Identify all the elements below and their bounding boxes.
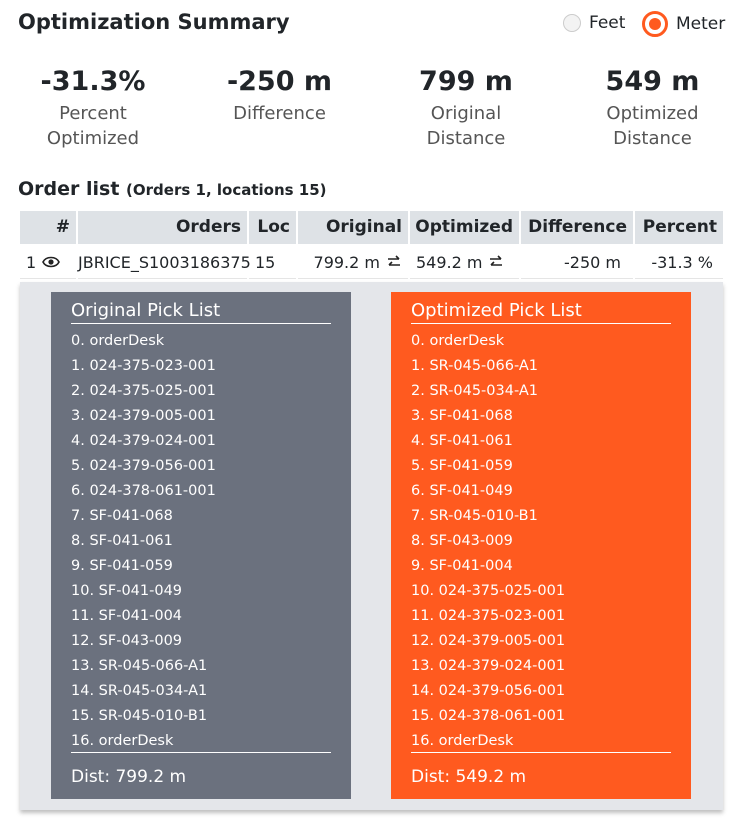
pick-list-item: 14. 024-379-056-001 bbox=[411, 683, 566, 699]
pick-list-distance: Dist: 799.2 m bbox=[71, 752, 331, 787]
pick-list-item: 12. SF-043-009 bbox=[71, 633, 183, 649]
pick-list-item: 2. 024-375-025-001 bbox=[71, 383, 216, 399]
order-list-title: Order list (Orders 1, locations 15) bbox=[18, 178, 327, 200]
unit-meter[interactable]: Meter bbox=[642, 11, 725, 37]
pick-list-item: 10. SF-041-049 bbox=[71, 583, 183, 599]
table-header: Original bbox=[298, 211, 408, 244]
eye-icon[interactable] bbox=[42, 256, 61, 268]
stat-label: Optimized Distance bbox=[606, 103, 699, 149]
pick-list-item: 6. 024-378-061-001 bbox=[71, 483, 216, 499]
pick-list-item: 10. 024-375-025-001 bbox=[411, 583, 566, 599]
stat: -31.3% Percent Optimized bbox=[0, 66, 186, 151]
table-cell: 1 bbox=[20, 246, 76, 279]
subtitle: (Orders 1, locations 15) bbox=[126, 181, 327, 199]
stat-label: Difference bbox=[233, 103, 326, 124]
pick-list-item: 15. SR-045-010-B1 bbox=[71, 708, 208, 724]
table-cell: -31.3 % bbox=[635, 246, 723, 279]
pick-list-item: 0. orderDesk bbox=[411, 333, 505, 349]
pick-list-item: 3. SF-041-068 bbox=[411, 408, 513, 424]
table-header: Loc bbox=[249, 211, 296, 244]
pick-list-title: Original Pick List bbox=[71, 300, 331, 324]
table-cell: 799.2 m bbox=[298, 246, 408, 279]
pick-list-item: 13. SR-045-066-A1 bbox=[71, 658, 208, 674]
pick-list-item: 5. SF-041-059 bbox=[411, 458, 513, 474]
pick-list-item: 7. SF-041-068 bbox=[71, 508, 173, 524]
table-cell: 15 bbox=[249, 246, 296, 279]
pick-list-item: 5. 024-379-056-001 bbox=[71, 458, 216, 474]
table-header: # bbox=[20, 211, 76, 244]
pick-list-item: 12. 024-379-005-001 bbox=[411, 633, 566, 649]
pick-list-item: 0. orderDesk bbox=[71, 333, 165, 349]
pick-list-item: 11. SF-041-004 bbox=[71, 608, 183, 624]
pick-list-item: 1. SR-045-066-A1 bbox=[411, 358, 539, 374]
pick-list-item: 6. SF-041-049 bbox=[411, 483, 513, 499]
stat-label: Percent Optimized bbox=[46, 103, 140, 149]
pick-list-item: 16. orderDesk bbox=[411, 733, 514, 749]
pick-list-item: 13. 024-379-024-001 bbox=[411, 658, 566, 674]
cell-text: -31.3 % bbox=[651, 252, 713, 272]
stat-value: -31.3% bbox=[40, 66, 146, 97]
stat-label: Original Distance bbox=[426, 103, 506, 149]
stat-value: 799 m bbox=[419, 66, 513, 97]
stat: -250 m Difference bbox=[187, 66, 373, 126]
stat: 549 m Optimized Distance bbox=[560, 66, 746, 151]
table-cell: JBRICE_S1003186375 bbox=[78, 246, 251, 279]
cell-text: 549.2 m bbox=[416, 252, 483, 272]
heading: Order list bbox=[18, 178, 120, 200]
pick-list-item: 9. SF-041-059 bbox=[71, 558, 173, 574]
swap-icon[interactable] bbox=[488, 255, 504, 269]
unit-feet[interactable]: Feet bbox=[563, 13, 625, 33]
stat: 799 m Original Distance bbox=[373, 66, 559, 151]
pick-list: Original Pick List 0. orderDesk 1. 024-375… bbox=[51, 292, 351, 799]
cell-text: 1 bbox=[26, 252, 37, 272]
table-header: Orders bbox=[78, 211, 247, 244]
table-cell: 549.2 m bbox=[410, 246, 519, 279]
pick-list-item: 4. 024-379-024-001 bbox=[71, 433, 216, 449]
pick-list-item: 14. SR-045-034-A1 bbox=[71, 683, 208, 699]
pick-list: Optimized Pick List 0. orderDesk 1. SR-045… bbox=[391, 292, 691, 799]
pick-list-item: 11. 024-375-023-001 bbox=[411, 608, 566, 624]
cell-text: JBRICE_S1003186375 bbox=[78, 252, 251, 272]
swap-icon[interactable] bbox=[386, 255, 402, 269]
cell-text: 15 bbox=[255, 252, 276, 272]
pick-list-item: 1. 024-375-023-001 bbox=[71, 358, 216, 374]
pick-list-item: 3. 024-379-005-001 bbox=[71, 408, 216, 424]
cell-text: 799.2 m bbox=[313, 252, 380, 272]
stat-value: -250 m bbox=[226, 66, 333, 97]
table-header: Difference bbox=[521, 211, 633, 244]
pick-list-title: Optimized Pick List bbox=[411, 300, 671, 324]
unit-label: Meter bbox=[676, 14, 726, 34]
unit-label: Feet bbox=[589, 13, 626, 33]
radio[interactable] bbox=[642, 11, 668, 37]
stat-value: 549 m bbox=[605, 66, 700, 97]
title: Optimization Summary bbox=[18, 10, 290, 34]
pick-list-item: 8. SF-041-061 bbox=[71, 533, 173, 549]
cell-text: -250 m bbox=[564, 252, 621, 272]
pick-list-item: 15. 024-378-061-001 bbox=[411, 708, 566, 724]
pick-list-item: 4. SF-041-061 bbox=[411, 433, 513, 449]
pick-list-distance: Dist: 549.2 m bbox=[411, 752, 671, 787]
table-header: Percent bbox=[635, 211, 723, 244]
pick-list-item: 2. SR-045-034-A1 bbox=[411, 383, 539, 399]
table-cell: -250 m bbox=[521, 246, 633, 279]
pick-list-item: 8. SF-043-009 bbox=[411, 533, 513, 549]
pick-list-item: 7. SR-045-010-B1 bbox=[411, 508, 538, 524]
radio[interactable] bbox=[563, 14, 581, 32]
table-header: Optimized bbox=[410, 211, 519, 244]
pick-list-item: 16. orderDesk bbox=[71, 733, 174, 749]
pick-list-item: 9. SF-041-004 bbox=[411, 558, 513, 574]
